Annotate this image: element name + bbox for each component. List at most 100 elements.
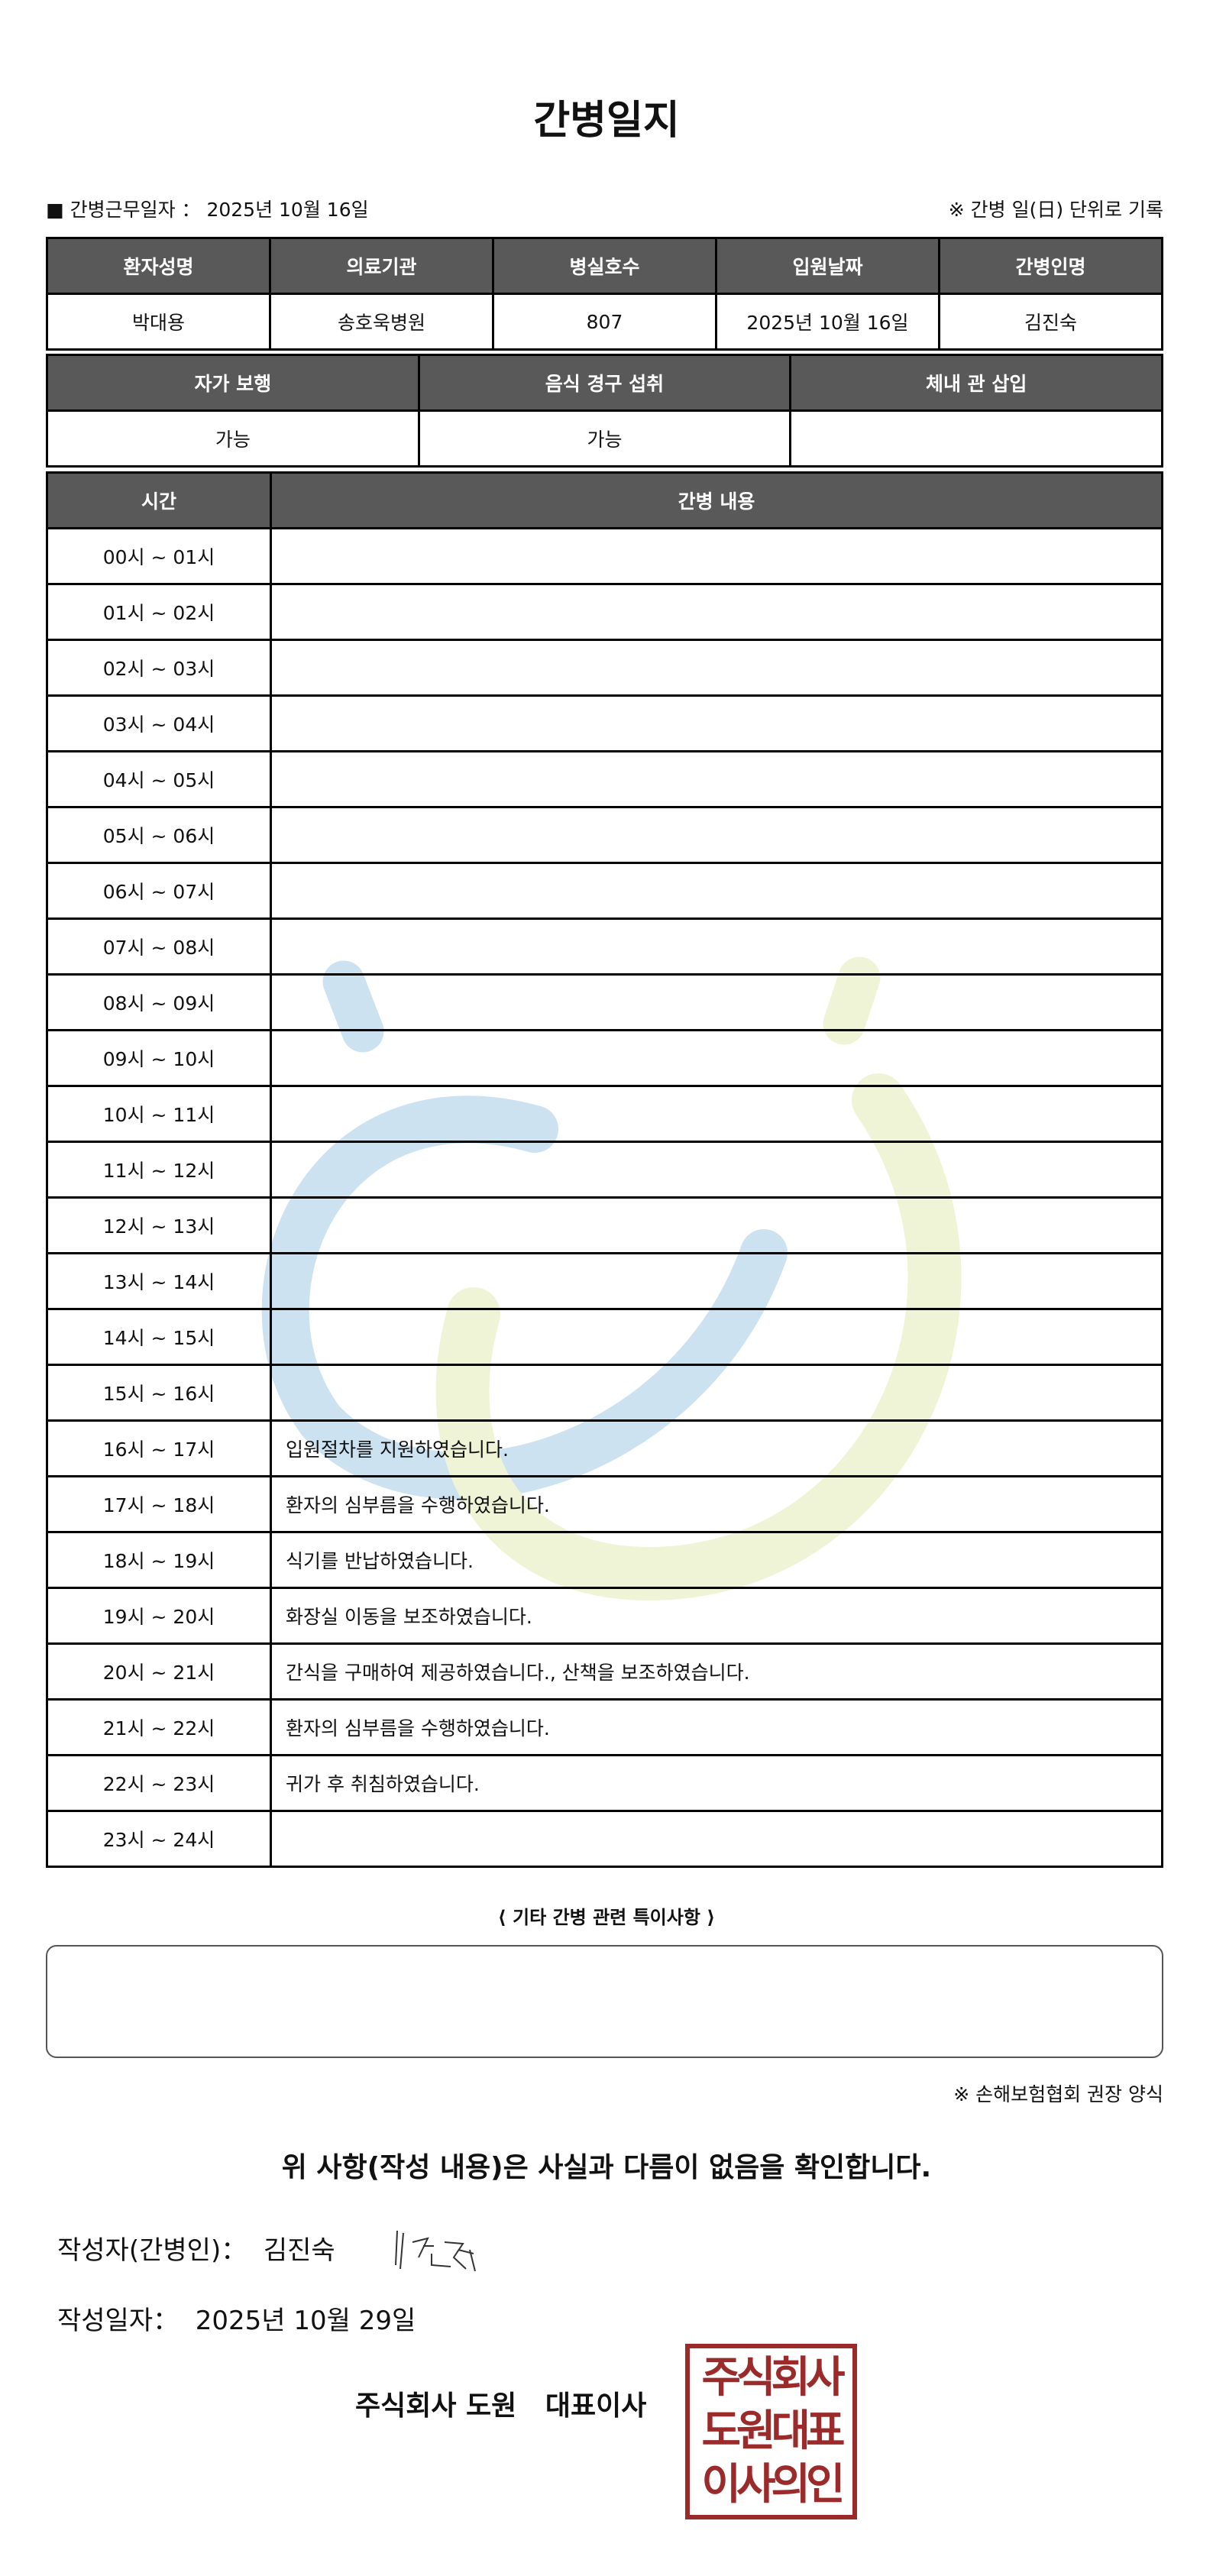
form-source-note: ※ 손해보험협회 권장 양식 (953, 2083, 1163, 2105)
log-row: 03시 ~ 04시 (46, 694, 1163, 752)
oral-intake-value: 가능 (417, 409, 792, 468)
header-time: 시간 (46, 471, 272, 529)
log-time: 03시 ~ 04시 (46, 694, 272, 752)
hospital: 송호욱병원 (269, 293, 494, 351)
writer-label: 작성자(간병인)： (57, 2235, 247, 2266)
log-row: 13시 ~ 14시 (46, 1252, 1163, 1310)
log-content (270, 694, 1163, 752)
patient-status-table: 자가 보행 음식 경구 섭취 체내 관 삽입 가능 가능 (46, 354, 1163, 468)
log-content (270, 583, 1163, 641)
header-tube: 체내 관 삽입 (789, 354, 1163, 412)
log-time: 10시 ~ 11시 (46, 1085, 272, 1143)
log-row: 16시 ~ 17시 입원절차를 지원하였습니다. (46, 1419, 1163, 1477)
log-row: 05시 ~ 06시 (46, 806, 1163, 864)
log-time: 11시 ~ 12시 (46, 1141, 272, 1199)
log-content: 식기를 반납하였습니다. (270, 1531, 1163, 1589)
seal-line: 이사의인 (701, 2460, 845, 2510)
log-content (270, 1364, 1163, 1422)
written-date-value: 2025년 10월 29일 (195, 2306, 416, 2336)
written-date-line: 작성일자： 2025년 10월 29일 (57, 2299, 416, 2337)
log-content (270, 1810, 1163, 1868)
log-time: 09시 ~ 10시 (46, 1029, 272, 1087)
header-walking: 자가 보행 (46, 354, 420, 412)
log-row: 04시 ~ 05시 (46, 750, 1163, 808)
header-care-content: 간병 내용 (270, 471, 1163, 529)
log-time: 12시 ~ 13시 (46, 1196, 272, 1254)
writer-name: 김진숙 (263, 2235, 335, 2266)
log-time: 18시 ~ 19시 (46, 1531, 272, 1589)
log-time: 20시 ~ 21시 (46, 1642, 272, 1701)
page-title: 간병일지 (533, 98, 680, 144)
care-log-table: 시간 간병 내용 00시 ~ 01시 01시 ~ 02시 02시 ~ 03시 03시 … (46, 471, 1163, 1868)
log-content (270, 1308, 1163, 1366)
company-representative: 주식회사 도원 대표이사 (355, 2390, 647, 2422)
log-content: 입원절차를 지원하였습니다. (270, 1419, 1163, 1477)
log-content (270, 639, 1163, 697)
walking-value: 가능 (46, 409, 420, 468)
record-unit-note: ※ 간병 일(日) 단위로 기록 (948, 199, 1163, 221)
patient-info-table: 환자성명 의료기관 병실호수 입원날짜 간병인명 박대용 송호욱병원 807 2… (46, 237, 1163, 351)
admission-date: 2025년 10월 16일 (715, 293, 940, 351)
log-time: 14시 ~ 15시 (46, 1308, 272, 1366)
log-time: 06시 ~ 07시 (46, 862, 272, 920)
log-content (270, 1085, 1163, 1143)
log-row: 14시 ~ 15시 (46, 1308, 1163, 1366)
log-time: 16시 ~ 17시 (46, 1419, 272, 1477)
log-content (270, 1196, 1163, 1254)
log-row: 08시 ~ 09시 (46, 973, 1163, 1031)
seal-line: 주식회사 (701, 2353, 845, 2403)
writer-line: 작성자(간병인)： 김진숙 (57, 2229, 335, 2267)
log-content (270, 750, 1163, 808)
log-content: 간식을 구매하여 제공하였습니다., 산책을 보조하였습니다. (270, 1642, 1163, 1701)
tube-value (789, 409, 1163, 468)
log-time: 22시 ~ 23시 (46, 1754, 272, 1812)
header-oral-intake: 음식 경구 섭취 (417, 354, 792, 412)
header-room: 병실호수 (492, 237, 717, 295)
patient-name: 박대용 (46, 293, 271, 351)
log-row: 18시 ~ 19시 식기를 반납하였습니다. (46, 1531, 1163, 1589)
log-time: 19시 ~ 20시 (46, 1587, 272, 1645)
header-patient-name: 환자성명 (46, 237, 271, 295)
log-row: 11시 ~ 12시 (46, 1141, 1163, 1199)
seal-line: 도원대표 (701, 2406, 845, 2456)
header-caregiver: 간병인명 (938, 237, 1163, 295)
header-admission-date: 입원날짜 (715, 237, 940, 295)
log-time: 13시 ~ 14시 (46, 1252, 272, 1310)
log-row: 12시 ~ 13시 (46, 1196, 1163, 1254)
log-row: 00시 ~ 01시 (46, 527, 1163, 585)
confirmation-statement: 위 사항(작성 내용)은 사실과 다름이 없음을 확인합니다. (281, 2152, 932, 2183)
log-row: 06시 ~ 07시 (46, 862, 1163, 920)
signature-image (395, 2230, 476, 2272)
log-time: 15시 ~ 16시 (46, 1364, 272, 1422)
log-time: 01시 ~ 02시 (46, 583, 272, 641)
log-content: 환자의 심부름을 수행하였습니다. (270, 1475, 1163, 1533)
log-content (270, 1252, 1163, 1310)
log-row: 09시 ~ 10시 (46, 1029, 1163, 1087)
log-content: 화장실 이동을 보조하였습니다. (270, 1587, 1163, 1645)
log-row: 21시 ~ 22시 환자의 심부름을 수행하였습니다. (46, 1698, 1163, 1756)
log-row: 23시 ~ 24시 (46, 1810, 1163, 1868)
room-number: 807 (492, 293, 717, 351)
log-content (270, 973, 1163, 1031)
log-time: 21시 ~ 22시 (46, 1698, 272, 1756)
log-content (270, 806, 1163, 864)
log-time: 07시 ~ 08시 (46, 917, 272, 976)
log-time: 05시 ~ 06시 (46, 806, 272, 864)
log-row: 01시 ~ 02시 (46, 583, 1163, 641)
header-hospital: 의료기관 (269, 237, 494, 295)
caregiver-name: 김진숙 (938, 293, 1163, 351)
log-row: 17시 ~ 18시 환자의 심부름을 수행하였습니다. (46, 1475, 1163, 1533)
log-content (270, 527, 1163, 585)
work-date: ■ 간병근무일자 ： 2025년 10월 16일 (46, 199, 369, 221)
log-content (270, 862, 1163, 920)
log-content (270, 917, 1163, 976)
log-content: 환자의 심부름을 수행하였습니다. (270, 1698, 1163, 1756)
written-date-label: 작성일자： (57, 2306, 180, 2336)
log-row: 20시 ~ 21시 간식을 구매하여 제공하였습니다., 산책을 보조하였습니다. (46, 1642, 1163, 1701)
special-notes-box (46, 1945, 1163, 2058)
log-time: 23시 ~ 24시 (46, 1810, 272, 1868)
log-time: 00시 ~ 01시 (46, 527, 272, 585)
log-row: 02시 ~ 03시 (46, 639, 1163, 697)
company-seal: 주식회사 도원대표 이사의인 (685, 2344, 857, 2519)
log-row: 15시 ~ 16시 (46, 1364, 1163, 1422)
